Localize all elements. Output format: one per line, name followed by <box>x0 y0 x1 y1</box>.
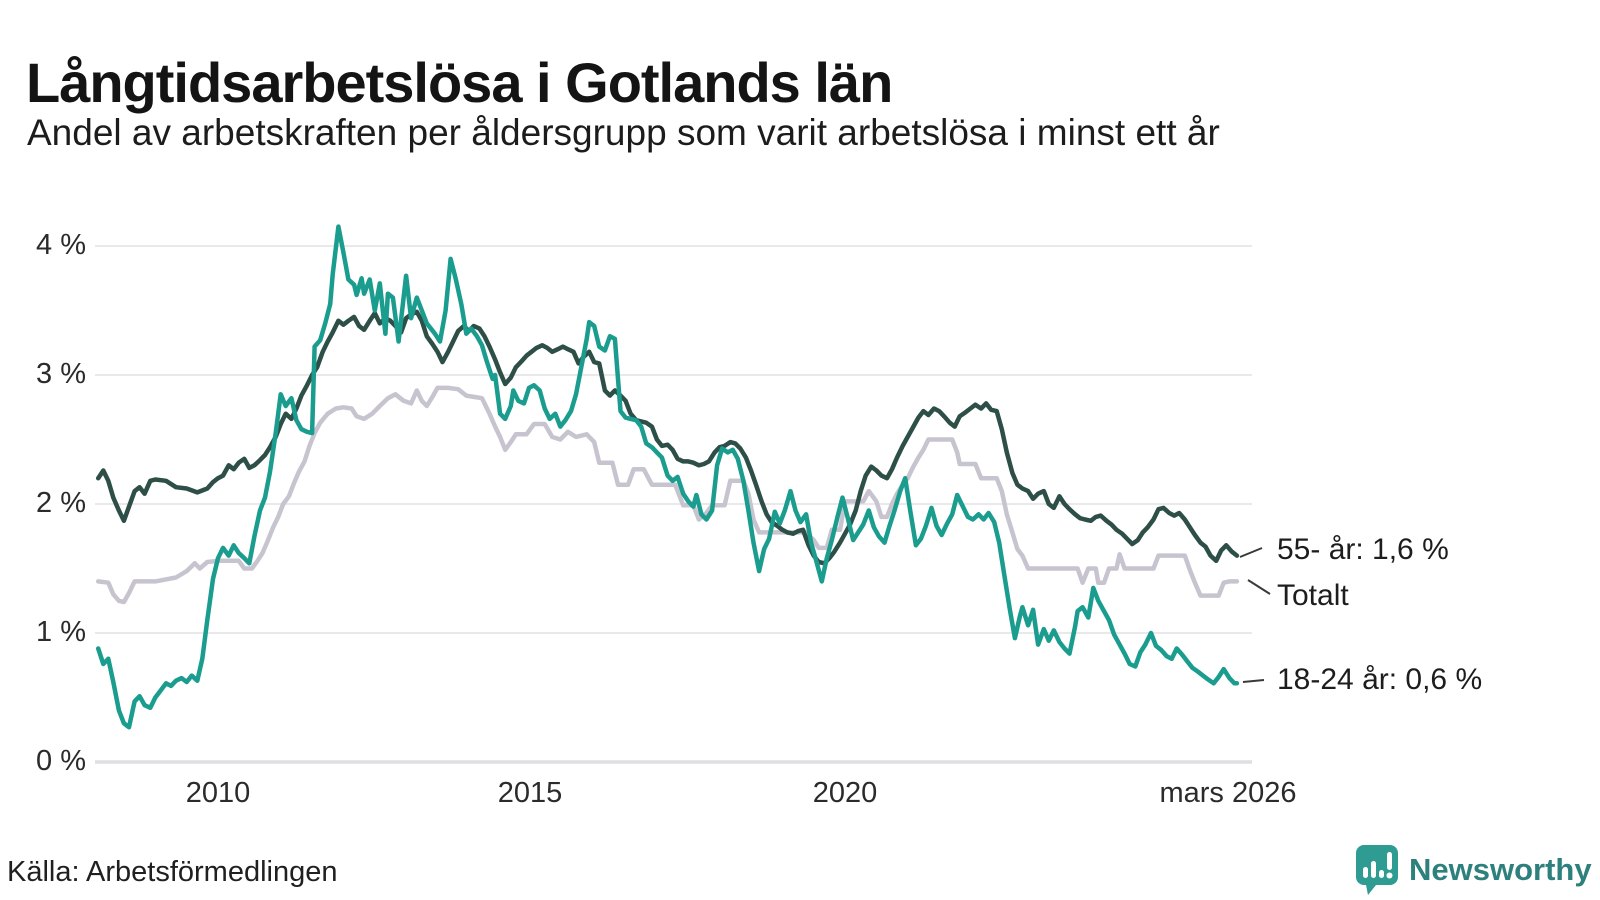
series-line-18_24_ar <box>95 224 1240 730</box>
y-tick-3: 3 % <box>36 358 86 390</box>
series-line-totalt <box>95 385 1240 605</box>
x-tick-2015: 2015 <box>497 777 563 809</box>
newsworthy-wordmark: Newsworthy <box>1409 852 1592 887</box>
x-tick-2010: 2010 <box>185 777 251 809</box>
end-label-55-ar: 55- år: 1,6 % <box>1277 533 1449 566</box>
page-title: Långtidsarbetslösa i Gotlands län <box>26 50 893 114</box>
end-label-totalt: Totalt <box>1277 579 1349 612</box>
y-tick-4: 4 % <box>36 229 86 261</box>
x-tick-2020: 2020 <box>812 777 878 809</box>
y-tick-1: 1 % <box>36 616 86 648</box>
series-lines <box>95 224 1240 730</box>
x-tick-mars-2026: mars 2026 <box>1159 777 1297 809</box>
y-tick-2: 2 % <box>36 487 86 519</box>
connector-totalt <box>1247 579 1271 595</box>
series-line-55_ar <box>95 309 1240 566</box>
newsworthy-bubble-chart-icon <box>1356 845 1398 895</box>
end-label-18-24-ar: 18-24 år: 0,6 % <box>1277 663 1483 696</box>
source-credit: Källa: Arbetsförmedlingen <box>7 856 338 888</box>
connector-18-24-ar <box>1242 679 1265 683</box>
end-label-connectors <box>1239 547 1271 683</box>
y-tick-0: 0 % <box>36 745 86 777</box>
connector-55-ar <box>1239 547 1263 558</box>
newsworthy-logo: Newsworthy <box>1356 845 1592 895</box>
page-subtitle: Andel av arbetskraften per åldersgrupp s… <box>27 112 1220 153</box>
gridlines <box>95 245 1252 764</box>
